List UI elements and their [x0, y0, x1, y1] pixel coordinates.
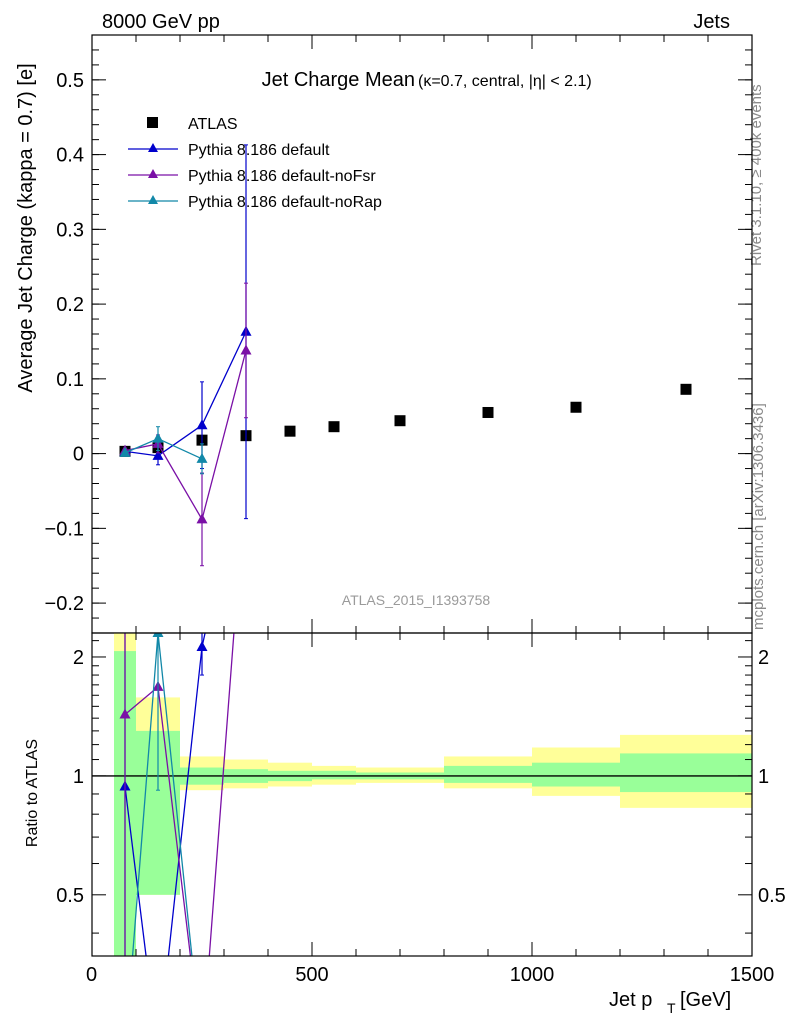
- x-tick-label: 1500: [730, 964, 775, 986]
- ratio-series-line: [124, 633, 206, 956]
- legend-marker-nofsr: [148, 169, 158, 178]
- x-tick-label: 1000: [510, 964, 555, 986]
- ratio-panel-marks: [119, 633, 235, 956]
- atlas-data-point: [394, 415, 406, 427]
- category-label: Jets: [693, 11, 730, 33]
- legend-label-default: Pythia 8.186 default: [188, 142, 330, 159]
- main-ytick-label: 0.1: [56, 369, 84, 391]
- ratio-ytick-label-right: 2: [758, 647, 769, 669]
- x-tick-label: 0: [86, 964, 97, 986]
- plot-subtitle: (κ=0.7, central, |η| < 2.1): [418, 73, 592, 90]
- x-axis-label-unit: [GeV]: [680, 989, 731, 1011]
- rivet-label: Rivet 3.1.10, ≥ 400k events: [748, 84, 765, 266]
- legend-label-nofsr: Pythia 8.186 default-noFsr: [188, 168, 376, 185]
- ratio-band-inner: [620, 753, 752, 793]
- ratio-ytick-label-left: 1: [73, 766, 84, 788]
- x-axis-label-sub: T: [667, 1000, 676, 1016]
- ratio-data-point: [119, 708, 131, 719]
- mc-data-point: [240, 344, 252, 355]
- main-ytick-label: −0.2: [45, 593, 84, 615]
- legend-marker-default: [148, 143, 158, 152]
- ratio-panel-ticks: 0.5 0.5 1 1 2 2 0 500 1000 1500: [56, 633, 786, 986]
- atlas-data-point: [284, 425, 296, 437]
- main-ytick-label: −0.1: [45, 518, 84, 540]
- legend: ATLAS Pythia 8.186 default Pythia 8.186 …: [128, 116, 382, 211]
- main-panel-ticks: −0.2 −0.1 0 0.1 0.2 0.3 0.4 0.5: [45, 34, 753, 634]
- mc-series-line: [124, 350, 247, 522]
- ratio-band-inner: [444, 765, 532, 783]
- atlas-data-point: [482, 406, 494, 418]
- legend-marker-norap: [148, 195, 158, 204]
- ratio-band-inner: [532, 762, 620, 787]
- main-ytick-label: 0.2: [56, 294, 84, 316]
- mc-data-point: [196, 452, 208, 463]
- legend-label-norap: Pythia 8.186 default-noRap: [188, 194, 382, 211]
- ratio-ytick-label-left: 0.5: [56, 885, 84, 907]
- ratio-panel-frame: [91, 632, 753, 957]
- ratio-ytick-label-right: 0.5: [758, 885, 786, 907]
- legend-label-atlas: ATLAS: [188, 116, 238, 133]
- main-ytick-label: 0.4: [56, 145, 84, 167]
- ratio-series-line: [124, 633, 235, 956]
- main-ytick-label: 0: [73, 444, 84, 466]
- ratio-uncertainty-bands: [92, 633, 752, 956]
- mc-data-point: [119, 446, 131, 457]
- process-label: 8000 GeV pp: [102, 11, 220, 33]
- ratio-data-point: [152, 633, 164, 637]
- ratio-series-line: [131, 633, 193, 956]
- mcplots-label: mcplots.cern.ch [arXiv:1306.3436]: [750, 403, 767, 630]
- mc-series-line: [124, 331, 247, 457]
- ratio-data-point: [196, 640, 208, 651]
- legend-marker-atlas: [147, 117, 158, 128]
- analysis-watermark: ATLAS_2015_I1393758: [342, 592, 491, 608]
- atlas-data-point: [680, 383, 692, 395]
- main-ytick-label: 0.3: [56, 219, 84, 241]
- plot-title: Jet Charge Mean: [262, 69, 415, 91]
- x-axis-label-main: Jet p: [609, 989, 652, 1011]
- x-tick-label: 500: [295, 964, 328, 986]
- atlas-data-point: [328, 421, 340, 433]
- mc-data-point: [196, 419, 208, 430]
- ratio-ytick-label-left: 2: [73, 647, 84, 669]
- ratio-ytick-label-right: 1: [758, 766, 769, 788]
- main-y-axis-label: Average Jet Charge (kappa = 0.7) [e]: [15, 63, 37, 392]
- main-panel-marks: [119, 144, 692, 567]
- main-ytick-label: 0.5: [56, 70, 84, 92]
- ratio-y-axis-label: Ratio to ATLAS: [24, 739, 41, 847]
- mc-data-point: [196, 513, 208, 524]
- mc-data-point: [152, 432, 164, 443]
- ratio-band-inner: [312, 770, 356, 780]
- atlas-data-point: [570, 401, 582, 413]
- mc-data-point: [152, 449, 164, 460]
